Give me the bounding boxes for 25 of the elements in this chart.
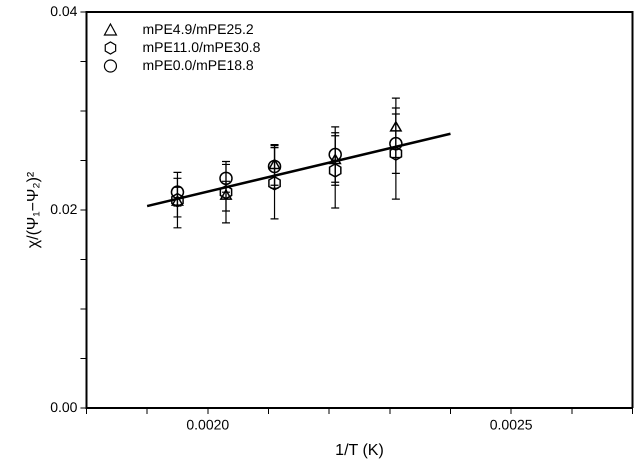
legend-label: mPE0.0/mPE18.8: [142, 56, 254, 73]
point: [171, 192, 184, 208]
legend-label: mPE4.9/mPE25.2: [142, 20, 254, 37]
point: [389, 136, 403, 150]
y-tick-label: 0.00: [50, 398, 78, 415]
point: [268, 176, 281, 191]
point: [220, 184, 232, 200]
point: [268, 160, 282, 174]
point: [328, 148, 342, 162]
y-axis-title: χ/(Ψ₁−Ψ₂)²: [25, 171, 42, 248]
y-tick-label: 0.02: [50, 200, 78, 217]
x-axis-title: 1/T (K): [335, 442, 384, 459]
point: [172, 195, 184, 206]
x-tick-label: 0.0025: [490, 416, 533, 432]
point: [328, 163, 342, 178]
point: [220, 189, 232, 200]
legend-label: mPE11.0/mPE30.8: [142, 38, 261, 55]
point: [329, 154, 342, 164]
x-tick-label: 0.0020: [186, 416, 230, 432]
point: [219, 172, 233, 186]
point: [390, 121, 402, 132]
y-tick-label: 0.04: [50, 2, 78, 19]
point: [390, 146, 402, 161]
point: [268, 158, 280, 170]
point: [170, 185, 184, 199]
